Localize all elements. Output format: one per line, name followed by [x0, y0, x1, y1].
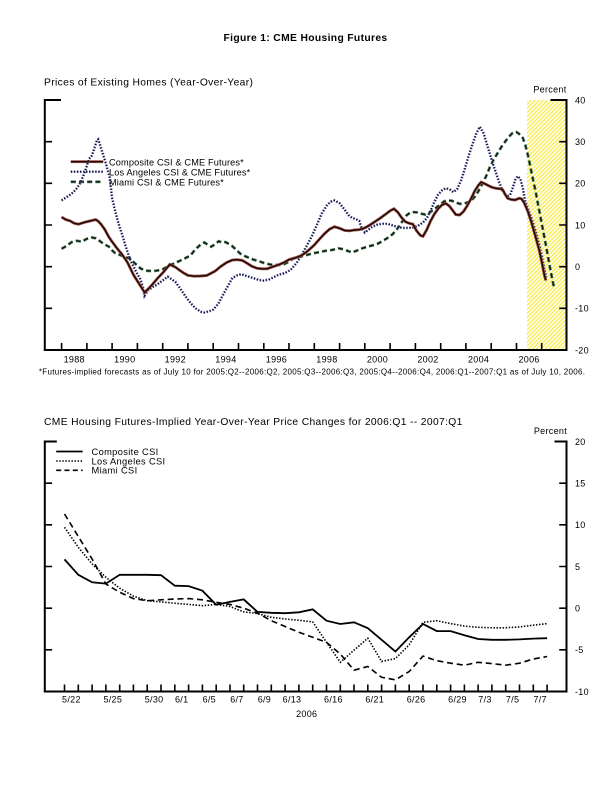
- svg-text:5: 5: [575, 562, 580, 572]
- svg-text:-5: -5: [575, 645, 584, 655]
- svg-text:6/21: 6/21: [365, 695, 384, 705]
- svg-text:20: 20: [575, 437, 586, 447]
- svg-text:Los Angeles CSI: Los Angeles CSI: [92, 456, 166, 466]
- svg-text:2000: 2000: [367, 355, 388, 365]
- svg-text:6/9: 6/9: [258, 695, 271, 705]
- svg-text:Miami CSI: Miami CSI: [92, 466, 138, 476]
- svg-text:1996: 1996: [266, 355, 287, 365]
- svg-text:6/13: 6/13: [283, 695, 302, 705]
- svg-text:6/29: 6/29: [448, 695, 467, 705]
- svg-text:30: 30: [575, 137, 586, 147]
- svg-text:6/5: 6/5: [203, 695, 216, 705]
- svg-text:7/3: 7/3: [478, 695, 491, 705]
- svg-text:6/26: 6/26: [407, 695, 426, 705]
- svg-text:2006: 2006: [518, 355, 539, 365]
- svg-text:10: 10: [575, 520, 586, 530]
- svg-text:1988: 1988: [64, 355, 85, 365]
- svg-text:Miami CSI & CME Futures*: Miami CSI & CME Futures*: [109, 177, 224, 187]
- svg-text:Los Angeles CSI & CME Futures*: Los Angeles CSI & CME Futures*: [109, 167, 251, 177]
- svg-text:5/30: 5/30: [145, 695, 164, 705]
- svg-text:40: 40: [575, 95, 586, 105]
- svg-text:2002: 2002: [417, 355, 438, 365]
- svg-text:1998: 1998: [316, 355, 337, 365]
- svg-text:15: 15: [575, 479, 586, 489]
- svg-text:10: 10: [575, 220, 586, 230]
- svg-text:7/7: 7/7: [533, 695, 546, 705]
- svg-text:5/22: 5/22: [62, 695, 81, 705]
- svg-text:1990: 1990: [114, 355, 135, 365]
- svg-text:*Futures-implied forecasts as: *Futures-implied forecasts as of July 10…: [39, 368, 585, 377]
- svg-text:2004: 2004: [468, 355, 489, 365]
- svg-text:Figure 1: CME Housing Futures: Figure 1: CME Housing Futures: [223, 33, 387, 44]
- svg-text:6/7: 6/7: [230, 695, 243, 705]
- svg-text:-20: -20: [575, 345, 589, 355]
- svg-text:Composite CSI & CME Futures*: Composite CSI & CME Futures*: [109, 157, 244, 167]
- svg-text:CME Housing Futures-Implied Ye: CME Housing Futures-Implied Year-Over-Ye…: [44, 417, 463, 428]
- svg-text:1994: 1994: [215, 355, 236, 365]
- svg-text:-10: -10: [575, 687, 589, 697]
- svg-text:0: 0: [575, 604, 580, 614]
- svg-text:7/5: 7/5: [506, 695, 519, 705]
- svg-text:Composite CSI: Composite CSI: [92, 447, 159, 457]
- svg-text:Percent: Percent: [534, 426, 567, 436]
- svg-text:-10: -10: [575, 304, 589, 314]
- svg-text:6/1: 6/1: [175, 695, 188, 705]
- svg-text:2006: 2006: [296, 709, 317, 719]
- svg-text:5/25: 5/25: [103, 695, 122, 705]
- svg-text:0: 0: [575, 262, 580, 272]
- svg-text:6/16: 6/16: [324, 695, 343, 705]
- svg-text:1992: 1992: [165, 355, 186, 365]
- svg-text:Percent: Percent: [533, 84, 566, 94]
- svg-text:20: 20: [575, 179, 586, 189]
- svg-text:Prices of Existing Homes (Year: Prices of Existing Homes (Year-Over-Year…: [44, 78, 253, 89]
